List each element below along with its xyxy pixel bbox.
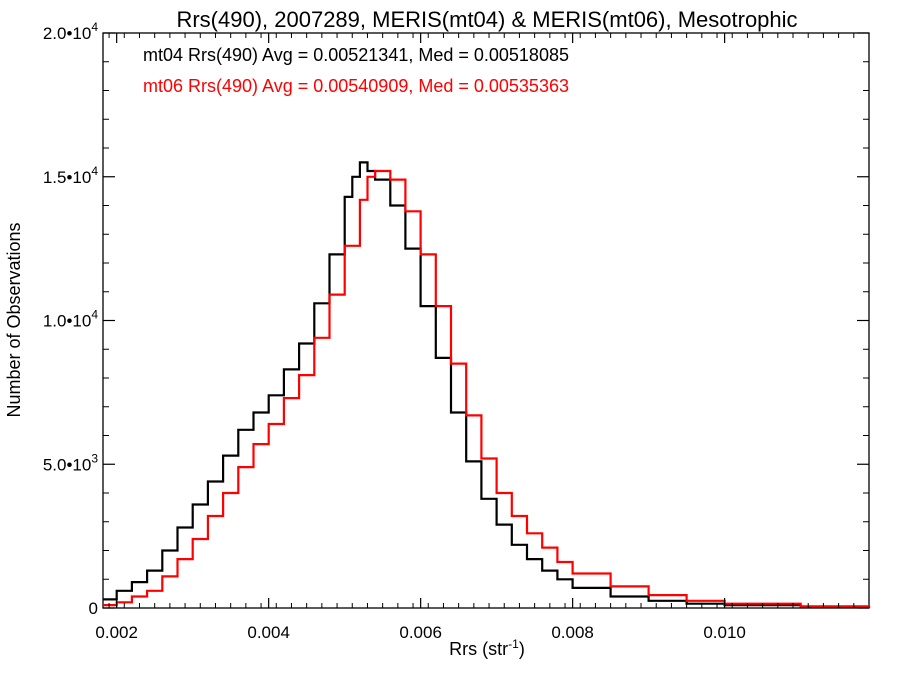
x-axis-label-sup: -1 [508,637,519,651]
series-layer [103,161,871,608]
chart-title: Rrs(490), 2007289, MERIS(mt04) & MERIS(m… [176,7,797,32]
legend-entry-1: mt04 Rrs(490) Avg = 0.00521341, Med = 0.… [143,45,569,65]
series-line-2 [103,169,871,608]
legend: mt04 Rrs(490) Avg = 0.00521341, Med = 0.… [143,45,569,96]
series-line-1 [103,161,871,608]
x-tick-label-4: 0.008 [551,623,594,642]
y-tick-label-2: 5.0•103 [43,451,99,474]
axis-ticks: 0.002 0.004 0.006 0.008 0.010 0 5.0•103 1.0•104… [43,20,869,642]
x-axis-label-main: Rrs (str [449,639,508,659]
x-axis-label-tail: ) [519,639,525,659]
y-tick-label-3: 1.0•104 [43,308,99,331]
y-axis-label: Number of Observations [4,222,24,417]
y-tick-label-5: 2.0•104 [43,20,99,43]
plot-frame [102,32,870,609]
x-axis-label: Rrs (str-1) [449,637,525,659]
x-tick-label-3: 0.006 [399,623,442,642]
legend-entry-2: mt06 Rrs(490) Avg = 0.00540909, Med = 0.… [143,76,569,96]
x-tick-label-1: 0.002 [95,623,138,642]
x-tick-label-2: 0.004 [247,623,290,642]
x-tick-label-5: 0.010 [703,623,746,642]
y-tick-label-1: 0 [89,599,98,618]
y-tick-label-4: 1.5•104 [43,164,99,187]
